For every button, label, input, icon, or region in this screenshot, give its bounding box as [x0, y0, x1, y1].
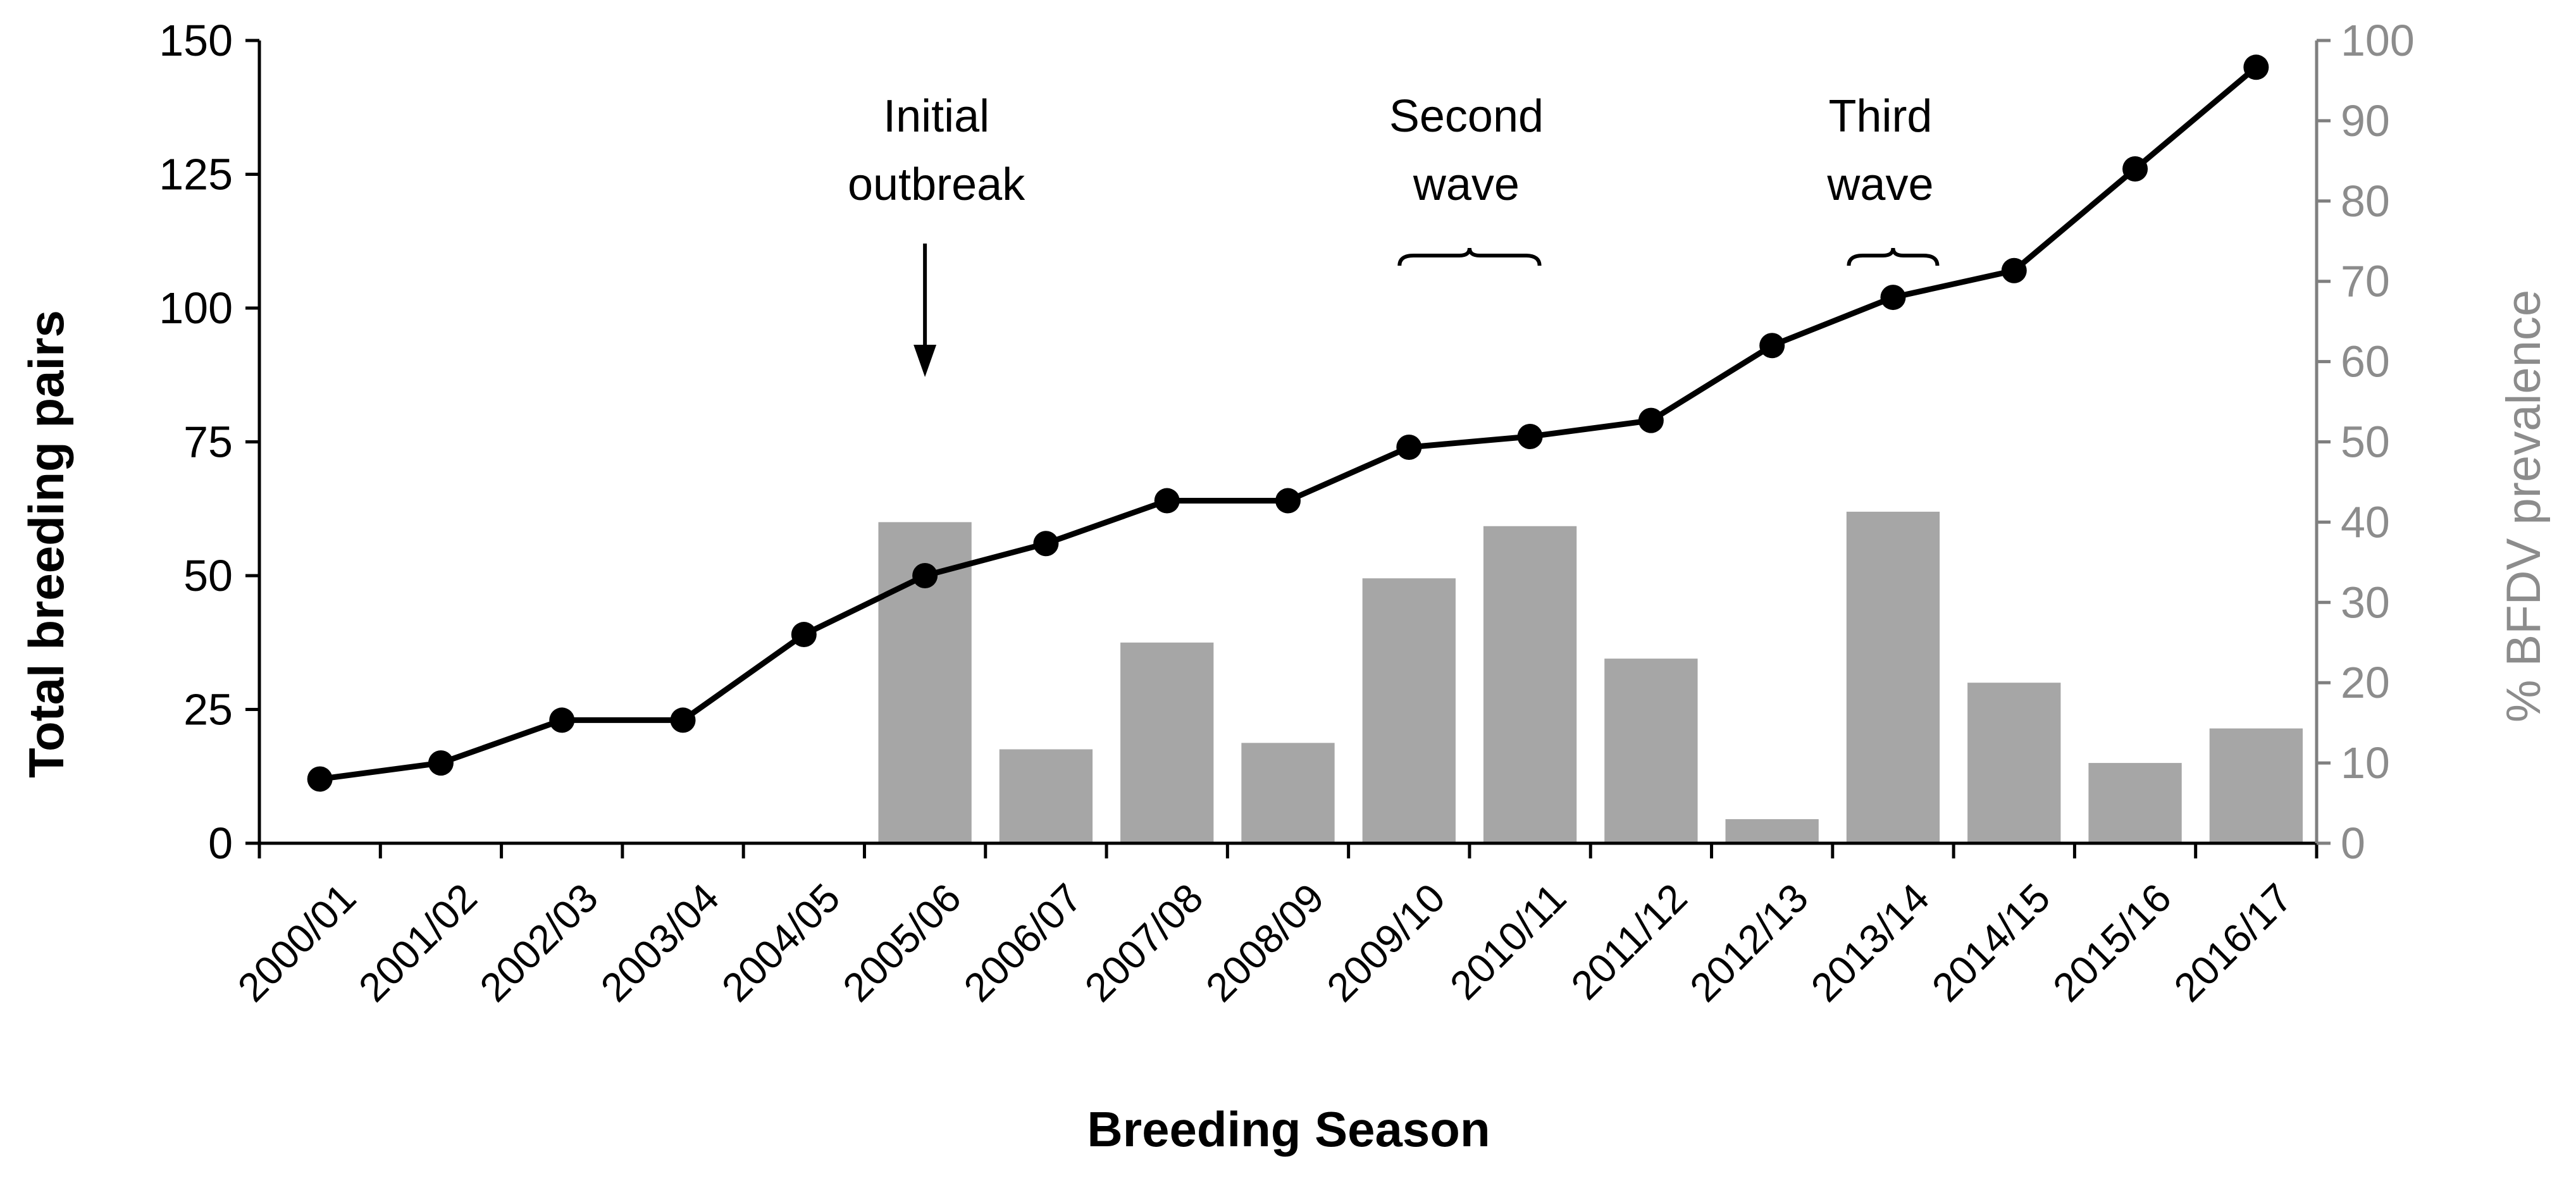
point-2012/13: [1759, 333, 1785, 359]
annotation-text: Third: [1828, 91, 1932, 142]
right-y-tick-label: 80: [2341, 176, 2390, 226]
right-y-tick-label: 30: [2341, 578, 2390, 627]
right-y-tick-label: 0: [2341, 819, 2365, 868]
point-2001/02: [428, 750, 454, 776]
x-tick-label: 2001/02: [350, 875, 485, 1010]
x-tick-label: 2010/11: [1441, 875, 1575, 1008]
bar-2013/14: [1846, 511, 1940, 843]
right-axis-title: % BFDV prevalence: [2497, 290, 2551, 722]
point-2015/16: [2122, 156, 2148, 182]
x-tick-label: 2008/09: [1197, 875, 1332, 1010]
point-2016/17: [2243, 54, 2269, 80]
bar-2014/15: [1967, 683, 2061, 843]
point-2013/14: [1880, 285, 1906, 311]
bar-2010/11: [1483, 526, 1577, 843]
annotation-text: Initial: [883, 91, 989, 142]
right-y-tick-label: 40: [2341, 497, 2390, 547]
right-y-tick-label: 20: [2341, 658, 2390, 707]
point-2006/07: [1033, 531, 1059, 557]
point-2004/05: [791, 622, 817, 648]
left-y-tick-label: 0: [208, 819, 233, 868]
arrow-head-icon: [913, 345, 937, 377]
left-y-tick-label: 75: [183, 418, 233, 467]
left-y-tick-label: 100: [159, 283, 233, 333]
point-2003/04: [670, 707, 696, 733]
x-tick-label: 2002/03: [471, 875, 606, 1010]
point-2009/10: [1396, 434, 1422, 460]
x-tick-label: 2005/06: [834, 875, 969, 1010]
point-2007/08: [1154, 488, 1180, 514]
point-2002/03: [549, 707, 575, 733]
point-2008/09: [1275, 488, 1301, 514]
x-tick-label: 2011/12: [1562, 875, 1695, 1008]
line-layer: [307, 54, 2269, 792]
brace-icon: [1847, 247, 1940, 266]
x-tick-label: 2007/08: [1076, 875, 1211, 1010]
bar-2008/09: [1241, 743, 1335, 843]
bar-2012/13: [1725, 819, 1819, 843]
x-tick-label: 2012/13: [1681, 875, 1816, 1010]
left-axis-title: Total breeding pairs: [18, 310, 74, 778]
bar-2007/08: [1120, 642, 1214, 843]
x-axis-title: Breeding Season: [1087, 1101, 1490, 1157]
left-y-tick-label: 125: [159, 150, 233, 199]
right-y-tick-label: 60: [2341, 337, 2390, 387]
x-tick-label: 2013/14: [1802, 875, 1938, 1010]
point-2010/11: [1517, 424, 1543, 450]
bars-layer: [878, 511, 2303, 843]
x-tick-label: 2004/05: [713, 875, 848, 1010]
bar-2016/17: [2209, 728, 2303, 843]
point-2005/06: [912, 563, 938, 588]
right-y-tick-label: 10: [2341, 738, 2390, 788]
right-y-tick-label: 70: [2341, 257, 2390, 306]
x-tick-label: 2016/17: [2165, 875, 2301, 1010]
bar-2011/12: [1604, 659, 1698, 843]
x-tick-label: 2015/16: [2044, 875, 2179, 1010]
right-y-tick-label: 90: [2341, 96, 2390, 145]
line-series-breeding-pairs: [319, 65, 2258, 782]
right-y-tick-label: 100: [2341, 16, 2415, 65]
bar-2015/16: [2088, 763, 2182, 843]
annotation-text: wave: [1826, 159, 1933, 210]
right-y-tick-label: 50: [2341, 418, 2390, 467]
annotation-text: outbreak: [848, 159, 1025, 210]
left-y-tick-label: 50: [183, 551, 233, 600]
annotations-layer: Initial outbreak Second wave Third wave: [848, 91, 1940, 377]
bar-2006/07: [999, 749, 1093, 843]
point-2011/12: [1638, 407, 1664, 433]
x-tick-label: 2003/04: [592, 875, 728, 1010]
annotation-text: Second: [1389, 91, 1544, 142]
point-2014/15: [2001, 257, 2027, 283]
bar-2009/10: [1362, 578, 1456, 843]
annotation-text: wave: [1413, 159, 1520, 210]
x-tick-label: 2006/07: [955, 875, 1091, 1010]
x-tick-label: 2009/10: [1318, 875, 1454, 1010]
x-tick-label: 2014/15: [1923, 875, 2059, 1010]
left-y-tick-label: 25: [183, 685, 233, 734]
point-2000/01: [307, 766, 333, 792]
left-y-tick-label: 150: [159, 16, 233, 65]
x-tick-label: 2000/01: [229, 875, 364, 1010]
brace-icon: [1397, 247, 1542, 266]
